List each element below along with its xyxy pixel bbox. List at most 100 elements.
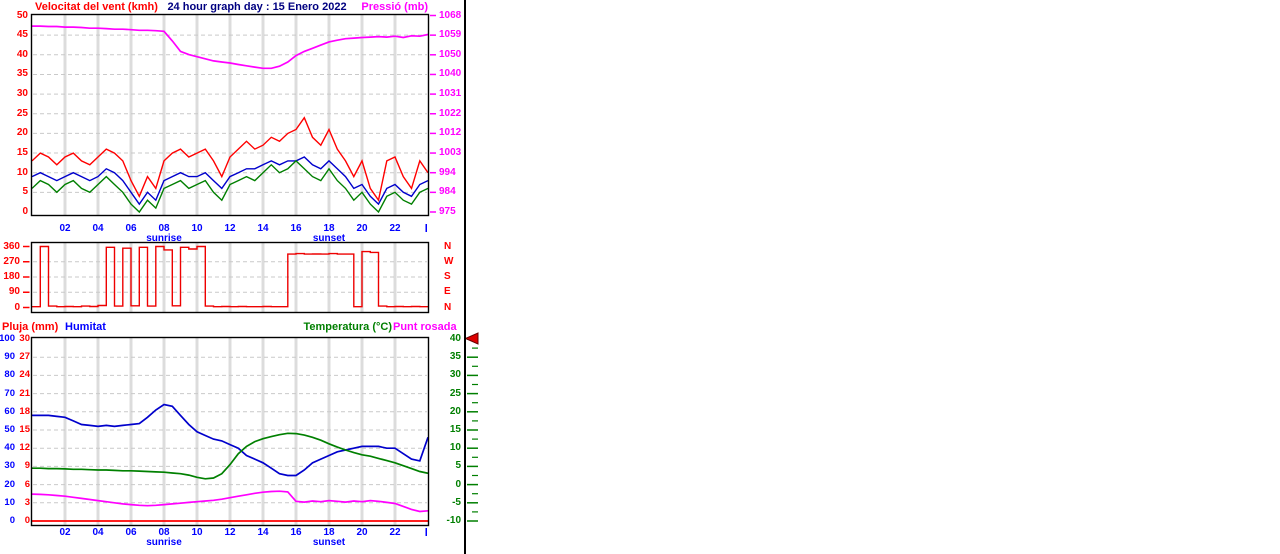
direction-axis-tick-label: 90 [8, 286, 20, 298]
wind-direction-line [32, 245, 428, 308]
temperature-pointer-triangle [464, 332, 479, 345]
temperature-line [32, 432, 428, 480]
humidity-axis-title: Humitat [65, 321, 106, 333]
pressure-line [32, 25, 428, 70]
rain-axis-tick-label: 6 [24, 478, 30, 490]
temperature-axis-tick-label: 30 [449, 369, 461, 381]
humidity-axis-tick-label: 100 [0, 333, 15, 344]
compass-tick-label: W [444, 255, 454, 267]
pressure-axis-tick-label: 1040 [439, 68, 462, 80]
temperature-axis-title: Temperatura (°C) [303, 321, 392, 333]
direction-axis-tick-label: 0 [14, 301, 20, 313]
humidity-line [32, 403, 428, 477]
wind-axis-tick-label: 40 [16, 48, 28, 60]
rain-axis-tick-label: 24 [19, 369, 30, 381]
temperature-axis-tick-label: 35 [449, 351, 461, 363]
compass-tick-label: N [444, 301, 452, 313]
x-axis-label: 12 [224, 223, 236, 234]
wind-low-line [32, 159, 428, 214]
sunset-label: sunset [312, 233, 346, 244]
humidity-axis-tick-label: 40 [4, 442, 15, 454]
pressure-axis-tick-label: 1022 [439, 107, 462, 119]
rain-axis-tick-label: 0 [24, 515, 30, 526]
x-axis-label: 02 [59, 223, 71, 234]
wind-axis-tick-label: 25 [16, 107, 28, 119]
humidity-axis-tick-label: 80 [4, 369, 15, 381]
wind-gust-line [32, 116, 428, 202]
wind-axis-tick-label: 45 [16, 29, 28, 41]
x-axis-label: 08 [158, 223, 170, 234]
x-axis-label: 20 [356, 223, 368, 234]
pressure-axis-tick-label: 1012 [439, 127, 462, 139]
wind-axis-tick-label: 15 [16, 147, 28, 159]
rain-axis-tick-label: 9 [24, 460, 30, 472]
rain-axis-tick-label: 12 [19, 442, 30, 454]
temperature-axis-tick-label: 25 [449, 387, 461, 399]
x-axis-label: 04 [92, 527, 104, 538]
sunset-label: sunset [312, 537, 346, 548]
pressure-axis-tick-label: 1031 [439, 88, 462, 100]
wind-average-line [32, 156, 428, 206]
humidity-axis-tick-label: 10 [4, 496, 15, 508]
x-axis-label: 08 [158, 527, 170, 538]
graph-title: 24 hour graph day : 15 Enero 2022 [167, 1, 347, 13]
temperature-axis-tick-label: 40 [449, 333, 461, 344]
panel-border [30, 241, 430, 314]
panel-border [30, 13, 430, 217]
wind-axis-tick-label: 5 [22, 186, 28, 198]
compass-tick-label: S [444, 271, 451, 282]
humidity-axis-tick-label: 90 [4, 351, 15, 363]
temperature-axis-tick-label: -5 [452, 496, 461, 508]
compass-tick-label: N [444, 240, 452, 252]
right-separator-line [464, 0, 466, 554]
rain-axis-tick-label: 27 [19, 351, 30, 363]
humidity-axis-tick-label: 20 [4, 478, 15, 490]
x-axis-label: 06 [125, 223, 137, 234]
x-axis-label: 18 [323, 527, 335, 538]
x-axis-label: 18 [323, 223, 335, 234]
humidity-axis-tick-label: 70 [4, 387, 15, 399]
wind-axis-tick-label: 10 [16, 166, 28, 178]
pressure-axis-tick-label: 1003 [439, 147, 462, 159]
panel-border [30, 336, 430, 527]
pressure-axis-tick-label: 994 [439, 166, 456, 178]
x-axis-label: 14 [257, 527, 269, 538]
direction-axis-tick-label: 270 [3, 255, 20, 267]
x-axis-label: 10 [191, 223, 203, 234]
temperature-axis-tick-label: 5 [455, 460, 461, 472]
temperature-axis-tick-label: 10 [449, 442, 461, 454]
x-axis-label: 22 [389, 527, 401, 538]
wind-axis-tick-label: 0 [22, 206, 28, 217]
rain-axis-tick-label: 15 [19, 424, 30, 435]
pressure-axis-tick-label: 984 [439, 186, 456, 198]
x-axis-label: 22 [389, 223, 401, 234]
pressure-axis-tick-label: 975 [439, 206, 456, 217]
pressure-axis-tick-label: 1068 [439, 9, 462, 21]
wind-axis-tick-label: 35 [16, 68, 28, 80]
x-axis-label: 12 [224, 527, 236, 538]
pressure-axis-tick-label: 1050 [439, 48, 462, 60]
pressure-axis-tick-label: 1059 [439, 29, 462, 41]
wind-axis-tick-label: 20 [16, 127, 28, 139]
rain-axis-tick-label: 18 [19, 405, 30, 417]
x-axis-label: 16 [290, 527, 302, 538]
direction-axis-tick-label: 180 [3, 271, 20, 282]
humidity-axis-tick-label: 50 [4, 424, 15, 435]
temperature-axis-tick-label: 0 [455, 478, 461, 490]
x-axis-label: 06 [125, 527, 137, 538]
x-axis-label: 10 [191, 527, 203, 538]
x-axis-end-tick [425, 224, 427, 232]
dewpoint-axis-title: Punt rosada [393, 321, 457, 333]
x-axis-label: 20 [356, 527, 368, 538]
x-axis-label: 04 [92, 223, 104, 234]
sunrise-label: sunrise [146, 233, 182, 244]
rain-axis-tick-label: 30 [19, 333, 30, 344]
x-axis-label: 16 [290, 223, 302, 234]
humidity-axis-tick-label: 60 [4, 405, 15, 417]
rain-axis-title: Pluja (mm) [2, 321, 59, 333]
humidity-axis-tick-label: 30 [4, 460, 15, 472]
rain-axis-tick-label: 3 [24, 496, 30, 508]
wind-axis-title: Velocitat del vent (kmh) [35, 1, 158, 13]
